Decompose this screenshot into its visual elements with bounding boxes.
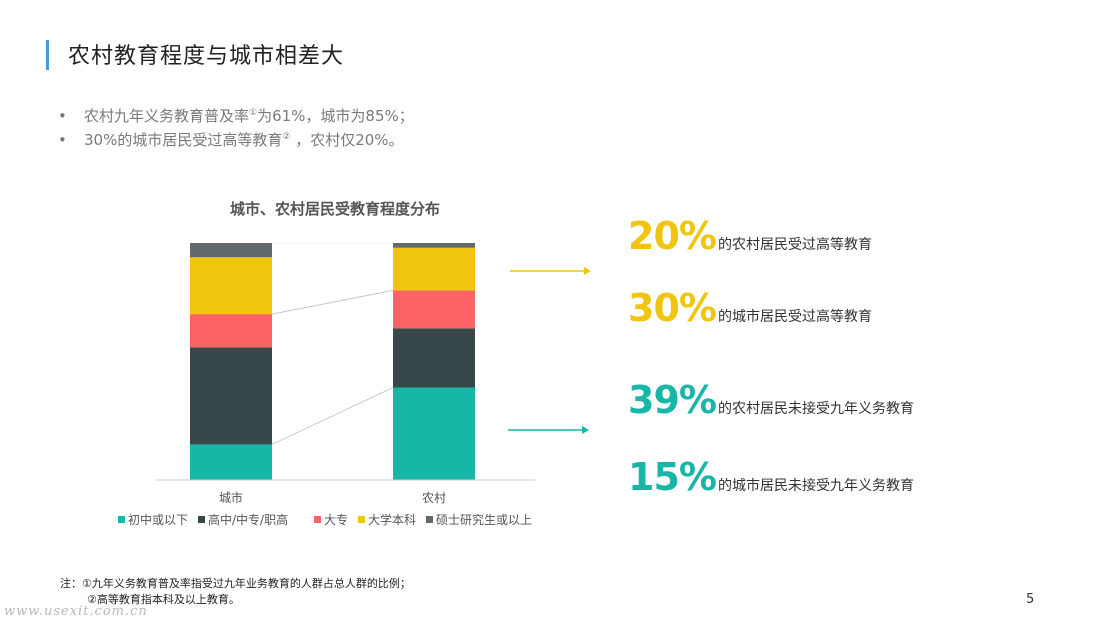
legend-label: 大专	[324, 512, 348, 527]
stat-label: 的城市居民受过高等教育	[718, 309, 872, 325]
arrow-right-icon	[510, 267, 591, 275]
x-tick-label: 农村	[422, 491, 446, 505]
legend-swatch	[198, 516, 205, 523]
bar-segment	[190, 347, 272, 445]
bar-segment	[190, 444, 272, 480]
stat-value: 39%	[628, 378, 717, 422]
page-number: 5	[1026, 592, 1035, 607]
bar-segment	[393, 290, 475, 329]
legend-swatch	[314, 516, 321, 523]
stat-label: 的城市居民未接受九年义务教育	[718, 478, 914, 494]
legend-swatch	[426, 516, 433, 523]
title-accent-bar	[46, 40, 49, 70]
footnote-line: 注：①九年义务教育普及率指受过九年业务教育的人群占总人群的比例；	[60, 577, 411, 590]
legend-label: 初中或以下	[128, 512, 188, 527]
legend-label: 大学本科	[368, 512, 416, 527]
watermark: www.usexit.com.cn	[4, 604, 148, 619]
connector-line	[271, 290, 394, 315]
bar-segment	[393, 243, 475, 248]
bullet-text: 农村九年义务教育普及率	[84, 107, 250, 125]
connector-line	[271, 387, 394, 445]
bullet-item: 农村九年义务教育普及率①为61%，城市为85%；	[58, 104, 414, 128]
bar-segment	[190, 314, 272, 348]
stat-value: 30%	[628, 286, 717, 330]
legend-swatch	[358, 516, 365, 523]
bar-segment	[393, 328, 475, 388]
arrow-right-icon	[508, 426, 589, 434]
bar-segment	[190, 257, 272, 315]
bullet-text: 为61%，城市为85%；	[257, 107, 414, 125]
footnote-line: ②高等教育指本科及以上教育。	[87, 593, 240, 606]
stat-value: 20%	[628, 214, 717, 258]
bar-segment	[190, 243, 272, 258]
legend-swatch	[118, 516, 125, 523]
bullet-list: 农村九年义务教育普及率①为61%，城市为85%； 30%的城市居民受过高等教育②…	[58, 104, 414, 152]
bullet-item: 30%的城市居民受过高等教育② ，农村仅20%。	[58, 128, 414, 152]
footnote-marker: ②	[282, 132, 291, 142]
slide-title: 农村教育程度与城市相差大	[68, 44, 345, 69]
footnote-marker: ①	[249, 108, 258, 118]
stat-value: 15%	[628, 455, 717, 499]
legend-label: 硕士研究生或以上	[436, 512, 532, 527]
bar-segment	[393, 387, 475, 480]
bar-segment	[393, 247, 475, 291]
bullet-text: ，农村仅20%。	[290, 131, 404, 149]
stat-label: 的农村居民受过高等教育	[718, 237, 872, 253]
footnotes: 注：①九年义务教育普及率指受过九年业务教育的人群占总人群的比例； ②高等教育指本…	[60, 576, 411, 608]
x-tick-label: 城市	[219, 490, 243, 505]
chart-title: 城市、农村居民受教育程度分布	[230, 200, 440, 218]
stat-label: 的农村居民未接受九年义务教育	[718, 401, 914, 417]
bullet-text: 30%的城市居民受过高等教育	[84, 131, 283, 149]
legend-label: 高中/中专/职高	[208, 512, 288, 527]
